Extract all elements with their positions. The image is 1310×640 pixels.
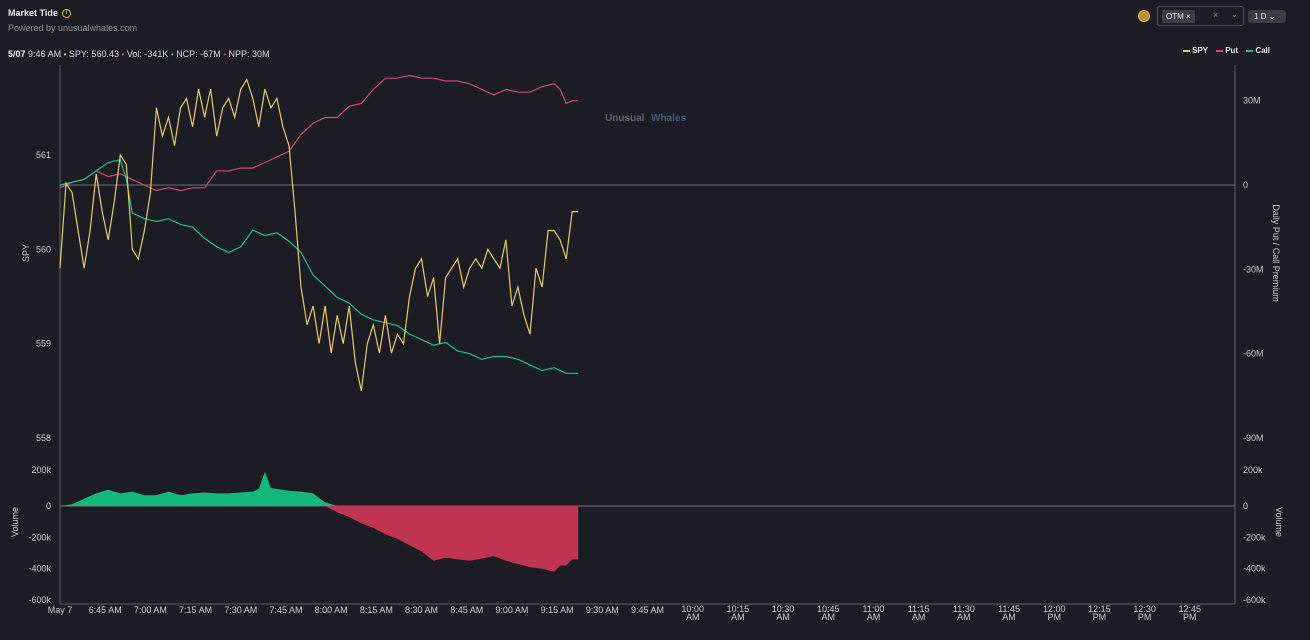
call-premium-line	[59, 158, 579, 374]
x-tick-label: 12:00 PM	[1043, 604, 1066, 622]
vol-dot-icon: •	[121, 50, 125, 59]
info-icon[interactable]: i	[61, 9, 71, 19]
clear-icon[interactable]: ×	[1213, 10, 1219, 20]
x-tick-label: 7:00 AM	[134, 605, 167, 615]
spy-price-line	[59, 78, 579, 391]
legend-call[interactable]: Call	[1255, 46, 1270, 55]
x-tick-label: 9:30 AM	[586, 605, 619, 615]
x-tick-label: 9:45 AM	[631, 605, 664, 615]
volume-tick-label-left: 0	[46, 501, 51, 511]
legend-put-swatch	[1216, 49, 1224, 52]
chart-title: Market Tide i	[8, 8, 71, 19]
x-tick-label: 12:15 PM	[1088, 604, 1111, 622]
coin-icon[interactable]	[1138, 10, 1150, 22]
chevron-down-icon: ⌄	[1268, 12, 1276, 21]
legend-put[interactable]: Put	[1225, 46, 1239, 55]
x-tick-label: 7:30 AM	[224, 605, 257, 615]
premium-tick-label: 0	[1243, 180, 1248, 190]
x-tick-label: 10:45 AM	[817, 604, 840, 622]
volume-positive-area	[60, 471, 579, 506]
status-time: 9:46 AM	[28, 49, 62, 59]
watermark-unusual: Unusual	[605, 113, 645, 124]
ncp-dot-icon: •	[170, 50, 174, 59]
status-bar: 5/07 9:46 AM • SPY: 560.43 • Vol: -341K …	[8, 49, 270, 59]
legend: SPY Put Call	[1177, 46, 1270, 55]
x-tick-label: May 7	[48, 605, 73, 615]
filter-select[interactable]: OTM × × ⌄	[1157, 6, 1244, 26]
x-tick-label: 8:00 AM	[315, 605, 348, 615]
volume-tick-label-right: -200k	[1243, 532, 1266, 542]
x-tick-label: 9:00 AM	[495, 605, 528, 615]
x-tick-label: 7:15 AM	[179, 605, 212, 615]
x-tick-label: 6:45 AM	[89, 605, 122, 615]
x-tick-label: 7:45 AM	[269, 605, 302, 615]
put-premium-line	[59, 74, 579, 192]
volume-tick-label-right: 200k	[1243, 465, 1263, 475]
volume-tick-label-left: -600k	[28, 595, 51, 605]
spy-tick-label: 558	[36, 433, 51, 443]
filter-tag[interactable]: OTM ×	[1162, 10, 1195, 23]
volume-tick-label-right: -400k	[1243, 564, 1266, 574]
x-tick-label: 11:00 AM	[863, 604, 885, 622]
legend-spy[interactable]: SPY	[1192, 46, 1208, 55]
status-spy: SPY: 560.43	[68, 49, 119, 59]
x-tick-label: 11:45 AM	[998, 604, 1020, 622]
subtitle: Powered by unusualwhales.com	[8, 23, 138, 33]
spy-tick-label: 561	[36, 150, 51, 160]
status-ncp: NCP: -67M	[176, 49, 221, 59]
x-tick-label: 12:30 PM	[1133, 604, 1156, 622]
watermark-whales: Whales	[651, 113, 686, 124]
spy-dot-icon: •	[63, 50, 67, 59]
volume-tick-label-left: 200k	[31, 465, 51, 475]
status-vol: Vol: -341K	[126, 49, 169, 59]
premium-axis-title: Daily Put / Call Premium	[1271, 204, 1281, 302]
x-tick-label: 12:45 PM	[1179, 604, 1202, 622]
volume-tick-label-right: -600k	[1243, 595, 1266, 605]
x-tick-label: 10:15 AM	[727, 604, 750, 622]
tag-remove-icon[interactable]: ×	[1186, 12, 1191, 21]
spy-tick-label: 560	[36, 244, 51, 254]
premium-tick-label: -30M	[1243, 264, 1264, 274]
x-tick-label: 11:30 AM	[953, 604, 975, 622]
status-npp: NPP: 30M	[228, 49, 270, 59]
chevron-down-icon[interactable]: ⌄	[1231, 10, 1238, 19]
x-tick-label: 8:45 AM	[450, 605, 483, 615]
volume-negative-area	[60, 506, 579, 572]
premium-tick-label: -90M	[1243, 433, 1264, 443]
x-tick-label: 11:15 AM	[908, 604, 930, 622]
spy-axis-title: SPY	[21, 244, 31, 262]
npp-dot-icon: •	[223, 50, 227, 59]
timeframe-select[interactable]: 1 D ⌄	[1248, 10, 1286, 23]
legend-spy-swatch	[1183, 49, 1191, 52]
x-tick-label: 9:15 AM	[541, 605, 574, 615]
legend-call-swatch	[1246, 49, 1254, 52]
volume-axis-title-left: Volume	[10, 507, 20, 537]
x-tick-label: 8:15 AM	[360, 605, 393, 615]
volume-tick-label-left: -200k	[28, 532, 51, 542]
premium-tick-label: 30M	[1243, 96, 1261, 106]
volume-axis-title-right: Volume	[1274, 507, 1284, 537]
x-tick-label: 10:30 AM	[772, 604, 795, 622]
volume-tick-label-left: -400k	[28, 564, 51, 574]
volume-tick-label-right: 0	[1243, 501, 1248, 511]
x-tick-label: 8:30 AM	[405, 605, 438, 615]
status-date: 5/07	[8, 49, 26, 59]
x-tick-label: 10:00 AM	[681, 604, 704, 622]
spy-tick-label: 559	[36, 339, 51, 349]
premium-tick-label: -60M	[1243, 349, 1264, 359]
